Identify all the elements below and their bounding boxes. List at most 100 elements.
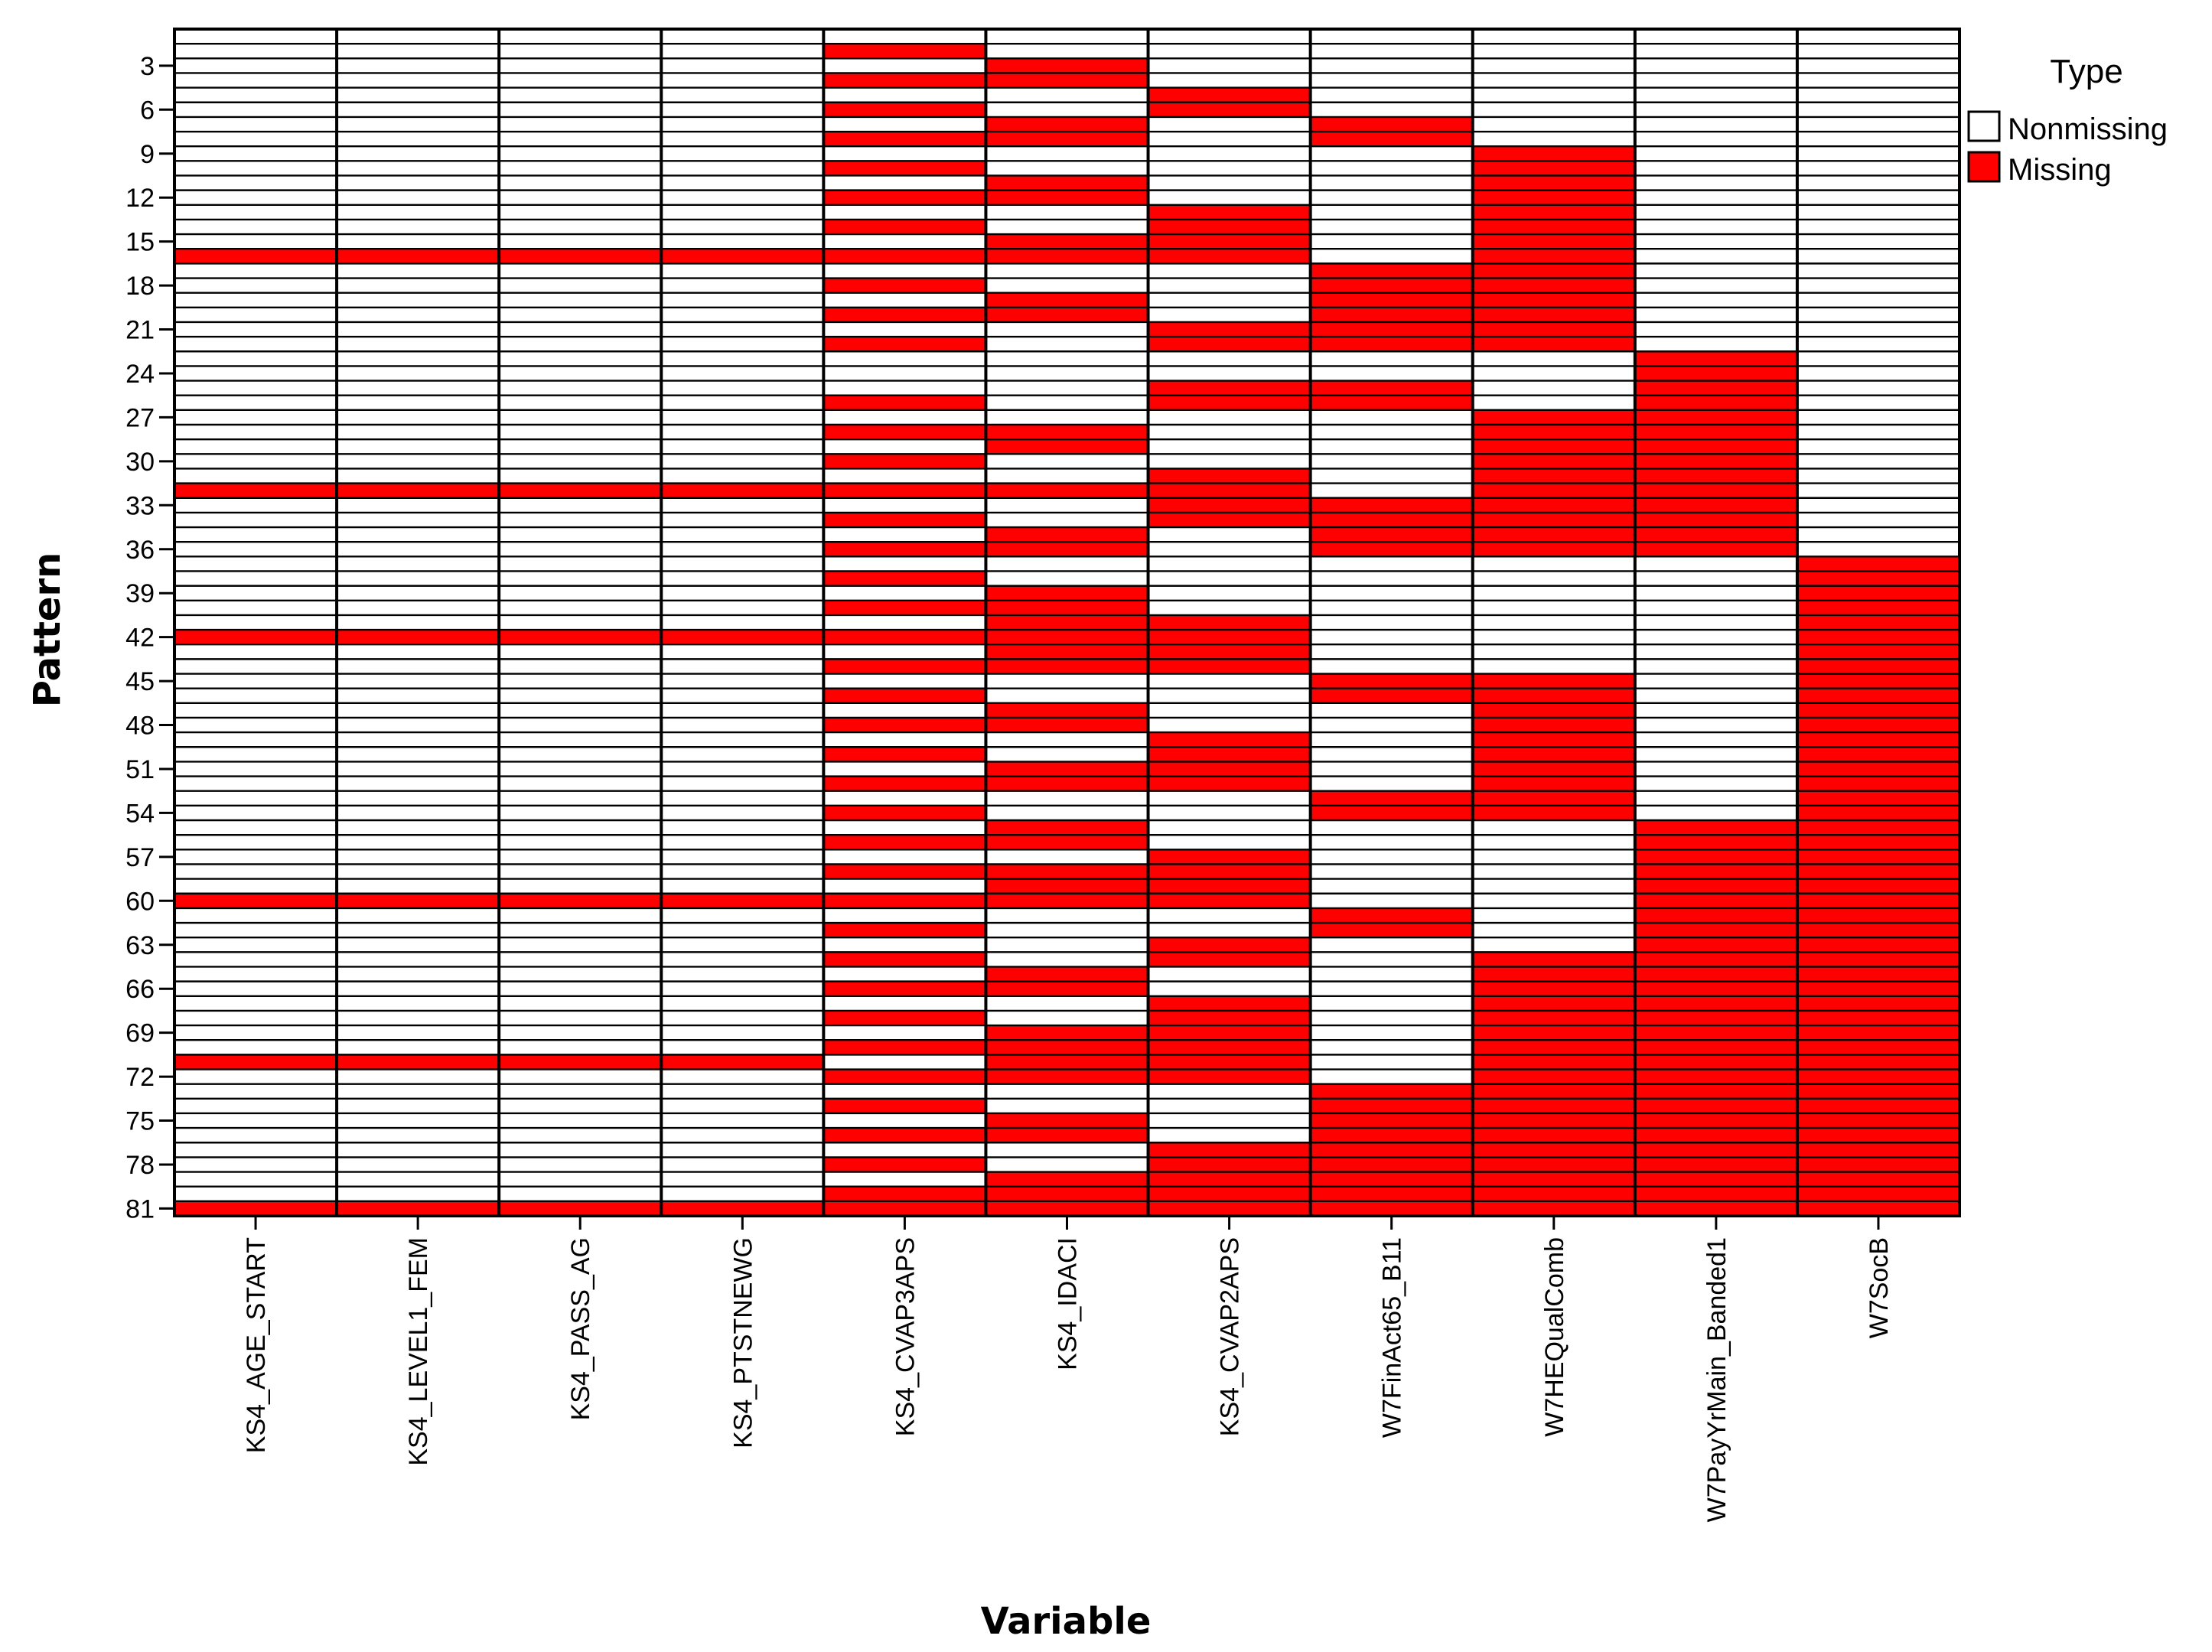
cell-KS4_AGE_START-pattern-55 — [174, 820, 337, 836]
cell-KS4_CVAP2APS-pattern-4 — [1148, 73, 1311, 88]
cell-KS4_AGE_START-pattern-62 — [174, 923, 337, 938]
cell-W7HEQualComb-pattern-34 — [1472, 512, 1635, 528]
cell-KS4_LEVEL1_FEM-pattern-79 — [337, 1171, 500, 1187]
cell-KS4_PTSTNEWG-pattern-46 — [661, 688, 824, 703]
cell-W7HEQualComb-pattern-74 — [1472, 1098, 1635, 1113]
cell-KS4_PTSTNEWG-pattern-72 — [661, 1069, 824, 1084]
cell-W7HEQualComb-pattern-69 — [1472, 1025, 1635, 1041]
cell-KS4_AGE_START-pattern-35 — [174, 527, 337, 543]
y-tick-label: 3 — [140, 52, 155, 81]
cell-KS4_CVAP3APS-pattern-8 — [823, 132, 986, 147]
cell-W7SocB-pattern-17 — [1797, 263, 1960, 279]
cell-W7PayYrMain_Banded1-pattern-40 — [1634, 600, 1797, 615]
cell-KS4_CVAP3APS-pattern-33 — [823, 497, 986, 513]
cell-W7SocB-pattern-7 — [1797, 116, 1960, 132]
cell-KS4_IDACI-pattern-57 — [985, 849, 1148, 865]
cell-KS4_AGE_START-pattern-43 — [174, 644, 337, 660]
cell-KS4_AGE_START-pattern-40 — [174, 600, 337, 615]
cell-W7FinAct65_B11-pattern-50 — [1310, 747, 1473, 762]
cell-KS4_PASS_AG-pattern-61 — [499, 907, 662, 924]
cell-KS4_CVAP2APS-pattern-16 — [1148, 249, 1311, 264]
cell-KS4_CVAP3APS-pattern-71 — [823, 1054, 986, 1070]
cell-W7HEQualComb-pattern-54 — [1472, 805, 1635, 820]
cell-W7PayYrMain_Banded1-pattern-16 — [1634, 249, 1797, 264]
cell-KS4_PASS_AG-pattern-30 — [499, 454, 662, 469]
cell-W7PayYrMain_Banded1-pattern-56 — [1634, 835, 1797, 850]
cell-KS4_CVAP2APS-pattern-14 — [1148, 219, 1311, 235]
cell-KS4_CVAP3APS-pattern-69 — [823, 1025, 986, 1041]
cell-KS4_LEVEL1_FEM-pattern-74 — [337, 1098, 500, 1113]
x-tick-label-W7SocB: W7SocB — [1865, 1237, 1894, 1338]
y-tick-label: 48 — [125, 712, 155, 741]
cell-KS4_AGE_START-pattern-53 — [174, 790, 337, 806]
cell-KS4_CVAP2APS-pattern-79 — [1148, 1171, 1311, 1187]
cell-KS4_PASS_AG-pattern-74 — [499, 1098, 662, 1113]
cell-W7SocB-pattern-59 — [1797, 878, 1960, 894]
cell-KS4_CVAP2APS-pattern-1 — [1148, 29, 1311, 44]
cell-KS4_AGE_START-pattern-56 — [174, 835, 337, 850]
cell-KS4_CVAP3APS-pattern-5 — [823, 87, 986, 103]
cell-W7PayYrMain_Banded1-pattern-49 — [1634, 732, 1797, 748]
cell-KS4_LEVEL1_FEM-pattern-56 — [337, 835, 500, 850]
cell-KS4_PASS_AG-pattern-29 — [499, 439, 662, 455]
cell-W7SocB-pattern-28 — [1797, 425, 1960, 440]
cell-KS4_AGE_START-pattern-32 — [174, 483, 337, 498]
cell-KS4_PTSTNEWG-pattern-14 — [661, 219, 824, 235]
cell-W7SocB-pattern-33 — [1797, 497, 1960, 513]
cell-W7HEQualComb-pattern-35 — [1472, 527, 1635, 543]
cell-KS4_PASS_AG-pattern-6 — [499, 102, 662, 117]
cell-KS4_CVAP2APS-pattern-60 — [1148, 893, 1311, 908]
cell-W7SocB-pattern-40 — [1797, 600, 1960, 615]
x-tick-label-W7PayYrMain_Banded1: W7PayYrMain_Banded1 — [1702, 1237, 1731, 1522]
cell-W7PayYrMain_Banded1-pattern-1 — [1634, 29, 1797, 44]
cell-W7PayYrMain_Banded1-pattern-6 — [1634, 102, 1797, 117]
cell-KS4_CVAP2APS-pattern-43 — [1148, 644, 1311, 660]
cell-W7SocB-pattern-58 — [1797, 864, 1960, 879]
cell-KS4_IDACI-pattern-54 — [985, 805, 1148, 820]
y-axis: 3691215182124273033363942454851545760636… — [125, 52, 174, 1224]
cell-KS4_AGE_START-pattern-42 — [174, 630, 337, 645]
cell-W7SocB-pattern-69 — [1797, 1025, 1960, 1041]
cell-W7FinAct65_B11-pattern-70 — [1310, 1040, 1473, 1055]
cell-KS4_LEVEL1_FEM-pattern-51 — [337, 761, 500, 777]
cell-KS4_CVAP2APS-pattern-58 — [1148, 864, 1311, 879]
cell-KS4_PTSTNEWG-pattern-25 — [661, 380, 824, 396]
cell-W7FinAct65_B11-pattern-65 — [1310, 966, 1473, 982]
cell-KS4_CVAP2APS-pattern-18 — [1148, 278, 1311, 293]
cell-W7SocB-pattern-36 — [1797, 542, 1960, 557]
cell-KS4_AGE_START-pattern-69 — [174, 1025, 337, 1041]
cell-KS4_PASS_AG-pattern-5 — [499, 87, 662, 103]
cell-KS4_CVAP2APS-pattern-74 — [1148, 1098, 1311, 1113]
cell-KS4_IDACI-pattern-15 — [985, 234, 1148, 249]
cell-KS4_CVAP2APS-pattern-70 — [1148, 1040, 1311, 1055]
cell-KS4_AGE_START-pattern-25 — [174, 380, 337, 396]
cell-W7PayYrMain_Banded1-pattern-5 — [1634, 87, 1797, 103]
cell-KS4_PTSTNEWG-pattern-78 — [661, 1157, 824, 1172]
cell-KS4_LEVEL1_FEM-pattern-69 — [337, 1025, 500, 1041]
cell-KS4_AGE_START-pattern-44 — [174, 659, 337, 674]
cell-KS4_IDACI-pattern-38 — [985, 571, 1148, 586]
cell-W7SocB-pattern-9 — [1797, 146, 1960, 161]
cell-KS4_CVAP3APS-pattern-16 — [823, 249, 986, 264]
cell-KS4_LEVEL1_FEM-pattern-60 — [337, 893, 500, 908]
cell-KS4_AGE_START-pattern-60 — [174, 893, 337, 908]
cell-KS4_IDACI-pattern-26 — [985, 395, 1148, 410]
cell-KS4_CVAP3APS-pattern-56 — [823, 835, 986, 850]
cell-W7PayYrMain_Banded1-pattern-15 — [1634, 234, 1797, 249]
cell-W7PayYrMain_Banded1-pattern-76 — [1634, 1128, 1797, 1143]
cell-W7SocB-pattern-43 — [1797, 644, 1960, 660]
cell-KS4_CVAP3APS-pattern-10 — [823, 161, 986, 176]
cell-KS4_AGE_START-pattern-9 — [174, 146, 337, 161]
cell-KS4_LEVEL1_FEM-pattern-42 — [337, 630, 500, 645]
cell-KS4_CVAP3APS-pattern-64 — [823, 952, 986, 967]
cell-W7SocB-pattern-42 — [1797, 630, 1960, 645]
cell-KS4_CVAP3APS-pattern-37 — [823, 556, 986, 572]
cell-KS4_IDACI-pattern-70 — [985, 1040, 1148, 1055]
cell-KS4_PASS_AG-pattern-80 — [499, 1186, 662, 1201]
cell-KS4_IDACI-pattern-2 — [985, 44, 1148, 59]
cell-W7HEQualComb-pattern-72 — [1472, 1069, 1635, 1084]
cell-KS4_PASS_AG-pattern-67 — [499, 995, 662, 1011]
cell-KS4_AGE_START-pattern-31 — [174, 468, 337, 484]
cell-KS4_AGE_START-pattern-13 — [174, 204, 337, 220]
cell-KS4_CVAP3APS-pattern-7 — [823, 116, 986, 132]
